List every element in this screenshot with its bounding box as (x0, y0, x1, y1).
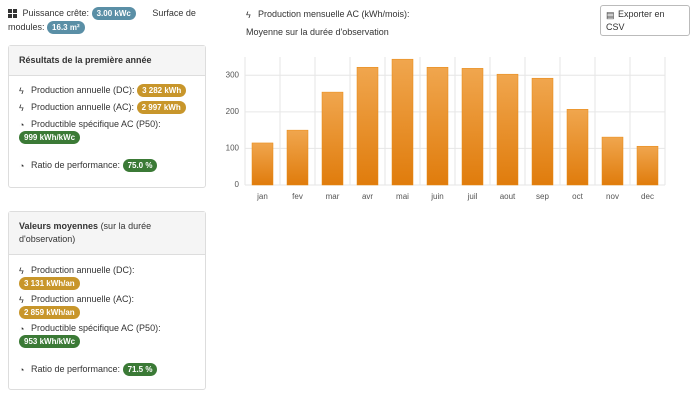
bar (636, 145, 659, 186)
bar (391, 58, 414, 186)
bar (496, 73, 519, 186)
x-tick-label: avr (362, 192, 373, 201)
power-label: Puissance crête: (22, 8, 90, 18)
bar (426, 66, 449, 186)
power-badge: 3.00 kWc (91, 7, 136, 20)
item-label: Production annuelle (DC): (31, 265, 135, 275)
x-tick-label: oct (572, 192, 583, 201)
item-badge: 999 kWh/kWc (19, 130, 81, 144)
export-label: Exporter en CSV (606, 9, 665, 32)
x-tick-label: dec (641, 192, 654, 201)
chart-title: Production mensuelle AC (kWh/mois): (258, 9, 410, 19)
y-tick-label: 0 (235, 180, 240, 189)
item: ϟ Production annuelle (DC): 3 131 kWh/an (19, 265, 135, 290)
item-label: Productible spécifique AC (P50): (31, 119, 161, 129)
bar (251, 142, 274, 186)
chart-header: ϟ Production mensuelle AC (kWh/mois): Moy… (246, 9, 410, 37)
x-tick-label: fev (292, 192, 303, 201)
x-tick-label: sep (536, 192, 549, 201)
panel-title: Valeurs moyennes (19, 221, 99, 231)
header-info: Puissance crête: 3.00 kWc Surface de mod… (8, 6, 208, 34)
panel-title-note: (sur la durée d'observation) (19, 221, 152, 244)
item: ϟ Production annuelle (AC): 2 859 kWh/an (19, 294, 135, 319)
panel-title: Résultats de la première année (9, 46, 205, 76)
x-tick-label: mai (396, 192, 409, 201)
y-tick-label: 300 (226, 70, 240, 79)
y-tick-label: 200 (226, 107, 240, 116)
x-tick-label: juil (467, 192, 478, 201)
bar (461, 68, 484, 186)
export-button[interactable]: ▤ Exporter en CSV (600, 5, 690, 36)
grid-icon (8, 9, 17, 19)
chart-subtitle: Moyenne sur la durée d'observation (246, 26, 389, 37)
item-label: Production annuelle (AC): (31, 102, 135, 112)
item-label: Ratio de performance: (31, 364, 121, 374)
x-tick-label: juin (430, 192, 443, 201)
surface-badge: 16.3 m² (47, 21, 85, 34)
x-tick-label: aout (500, 192, 516, 201)
panel-average: Valeurs moyennes (sur la durée d'observa… (8, 211, 206, 390)
bar (531, 77, 554, 186)
surface-label: Surface de modules: (8, 8, 196, 32)
item: ◔ Productible spécifique AC (P50): 999 kWh… (19, 119, 161, 144)
item-label: Production annuelle (DC): (31, 85, 135, 95)
item: ϟ Production annuelle (AC): 2 997 kWh (19, 101, 186, 114)
bar (566, 109, 589, 186)
item-label: Ratio de performance: (31, 160, 121, 170)
item-badge: 71.5 % (122, 363, 158, 376)
bar (321, 91, 344, 186)
item-badge: 75.0 % (122, 159, 158, 172)
y-tick-label: 100 (226, 144, 240, 153)
panel-header: Valeurs moyennes (sur la durée d'observa… (9, 212, 205, 255)
item-badge: 2 859 kWh/an (19, 305, 80, 319)
item-label: Productible spécifique AC (P50): (31, 323, 161, 333)
x-tick-label: nov (606, 192, 619, 201)
panel-first-year: Résultats de la première année ϟ Producti… (8, 45, 206, 188)
item: ◔ Productible spécifique AC (P50): 953 kWh… (19, 323, 161, 348)
bar (286, 129, 309, 186)
item: ϟ Production annuelle (DC): 3 282 kWh (19, 84, 187, 97)
x-tick-label: jan (256, 192, 268, 201)
item-badge: 3 282 kWh (137, 84, 187, 97)
item-badge: 953 kWh/kWc (19, 334, 81, 348)
x-tick-label: mar (326, 192, 340, 201)
bar (601, 136, 624, 186)
item-badge: 2 997 kWh (136, 101, 186, 114)
bar (356, 66, 379, 186)
item: ◔ Ratio de performance: 75.0 % (19, 159, 158, 172)
chart: 0 100 200 300 jan fev mar avr mai juin juil aout sep… (226, 57, 666, 201)
item: ◔ Ratio de performance: 71.5 % (19, 363, 158, 376)
item-badge: 3 131 kWh/an (19, 276, 80, 290)
item-label: Production annuelle (AC): (31, 294, 135, 304)
